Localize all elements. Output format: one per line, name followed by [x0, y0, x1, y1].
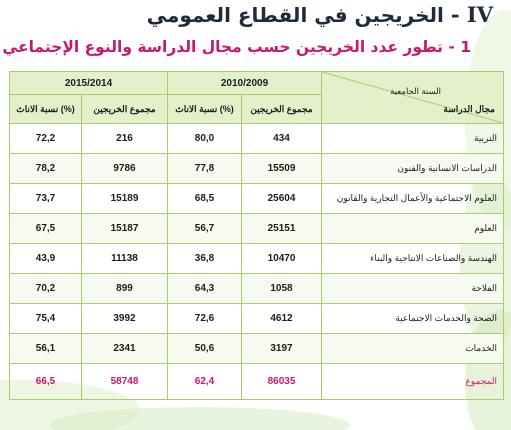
table-row: 72,2 216 80,0 434 التربية [9, 123, 504, 154]
table-total-row: 66,5 58748 62,4 86035 المجموع [9, 363, 504, 400]
cell-total-2015: 899 [81, 273, 168, 304]
cell-total-2010: 25604 [241, 183, 322, 214]
cell-total-2010: 15509 [241, 153, 322, 184]
cell-total-2010: 25151 [241, 213, 322, 244]
cell-total-2015: 2341 [81, 333, 168, 364]
cell-field-label: الخدمات [321, 333, 504, 364]
year-header-row: 2015/2014 2010/2009 السنة الجامعية مجال … [9, 71, 504, 124]
year-header-2015: 2015/2014 [9, 71, 168, 95]
column-header-female-pct-2015: نسبة الاناث (%) [9, 94, 82, 124]
table-row: 78,2 9786 77,8 15509 الدراسات الانسانية … [9, 153, 504, 184]
year-header-2010: 2010/2009 [167, 71, 322, 95]
cell-female-pct-2015-total: 66,5 [9, 363, 82, 400]
cell-female-pct-2015: 75,4 [9, 303, 82, 334]
table-row: 67,5 15187 56,7 25151 العلوم [9, 213, 504, 244]
corner-label-field-of-study: مجال الدراسة [443, 104, 495, 114]
cell-female-pct-2010: 56,7 [167, 213, 242, 244]
cell-female-pct-2010-total: 62,4 [167, 363, 242, 400]
column-header-total-2015: مجموع الخريجين [81, 94, 168, 124]
cell-female-pct-2010: 80,0 [167, 123, 242, 154]
cell-field-label: الهندسة والصناعات الانتاجية والبناء [321, 243, 504, 274]
cell-total-2015: 15189 [81, 183, 168, 214]
cell-female-pct-2015: 43,9 [9, 243, 82, 274]
cell-female-pct-2010: 68,5 [167, 183, 242, 214]
cell-total-2010: 10470 [241, 243, 322, 274]
cell-female-pct-2010: 77,8 [167, 153, 242, 184]
cell-female-pct-2010: 64,3 [167, 273, 242, 304]
cell-field-label: العلوم [321, 213, 504, 244]
cell-female-pct-2015: 73,7 [9, 183, 82, 214]
cell-total-2015: 216 [81, 123, 168, 154]
cell-total-2015: 11138 [81, 243, 168, 274]
table-row: 73,7 15189 68,5 25604 العلوم الاجتماعية … [9, 183, 504, 214]
cell-field-label: التربية [321, 123, 504, 154]
table-row: 56,1 2341 50,6 3197 الخدمات [9, 333, 504, 364]
section-heading: IV - الخريجين في القطاع العمومي [147, 2, 493, 27]
cell-total-2010: 1058 [241, 273, 322, 304]
table-row: 43,9 11138 36,8 10470 الهندسة والصناعات … [9, 243, 504, 274]
table-row: 70,2 899 64,3 1058 الفلاحة [9, 273, 504, 304]
cell-female-pct-2015: 72,2 [9, 123, 82, 154]
cell-total-2010: 434 [241, 123, 322, 154]
cell-total-2015-total: 58748 [81, 363, 168, 400]
cell-female-pct-2015: 70,2 [9, 273, 82, 304]
column-header-female-pct-2010: نسبة الاناث (%) [167, 94, 242, 124]
cell-field-label: العلوم الاجتماعية والأعمال التجارية والق… [321, 183, 504, 214]
section-title: الخريجين في القطاع العمومي [146, 3, 444, 27]
column-header-row: نسبة الاناث (%) مجموع الخريجين نسبة الان… [9, 94, 504, 124]
subsection-heading: 1 - تطور عدد الخريجين حسب مجال الدراسة و… [2, 38, 471, 56]
section-number: IV - [450, 2, 493, 27]
corner-header-cell: السنة الجامعية مجال الدراسة [321, 71, 504, 124]
corner-label-academic-year: السنة الجامعية [390, 86, 441, 96]
cell-field-label: الدراسات الانسانية والفنون [321, 153, 504, 184]
table-row: 75,4 3992 72,6 4612 الصحة والخدمات الاجت… [9, 303, 504, 334]
cell-total-2015: 9786 [81, 153, 168, 184]
cell-female-pct-2015: 78,2 [9, 153, 82, 184]
cell-total-2015: 15187 [81, 213, 168, 244]
cell-field-label: الصحة والخدمات الاجتماعية [321, 303, 504, 334]
cell-total-label: المجموع [321, 363, 504, 400]
cell-female-pct-2010: 50,6 [167, 333, 242, 364]
graduates-table: 2015/2014 2010/2009 السنة الجامعية مجال … [9, 71, 504, 400]
cell-female-pct-2015: 56,1 [9, 333, 82, 364]
cell-female-pct-2010: 36,8 [167, 243, 242, 274]
cell-total-2010-total: 86035 [241, 363, 322, 400]
cell-female-pct-2010: 72,6 [167, 303, 242, 334]
column-header-total-2010: مجموع الخريجين [241, 94, 322, 124]
cell-field-label: الفلاحة [321, 273, 504, 304]
corner-diagonal-line [322, 72, 503, 123]
cell-total-2010: 3197 [241, 333, 322, 364]
cell-total-2015: 3992 [81, 303, 168, 334]
cell-female-pct-2015: 67,5 [9, 213, 82, 244]
cell-total-2010: 4612 [241, 303, 322, 334]
